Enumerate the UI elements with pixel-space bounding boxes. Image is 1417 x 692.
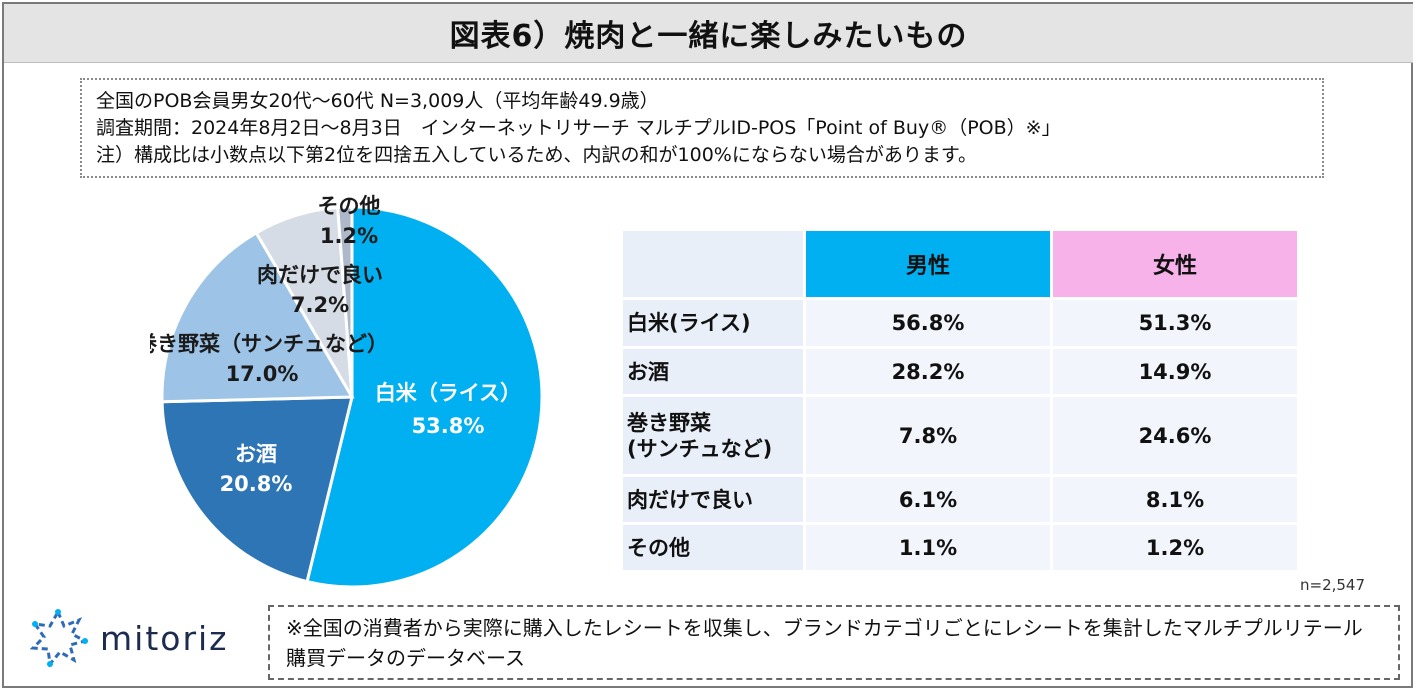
- pie-value-other: 1.2%: [320, 224, 378, 248]
- table-header-row: 男性 女性: [620, 228, 1300, 300]
- row-category-line-1: 巻き野菜: [627, 410, 711, 435]
- pie-label-veg: 巻き野菜（サンチュなど）: [150, 332, 388, 356]
- pie-slice-veg: [160, 230, 355, 404]
- female-value: 24.6%: [1050, 394, 1300, 477]
- pie-label-meat: 肉だけで良い: [257, 263, 383, 287]
- table-row: その他 1.1% 1.2%: [620, 522, 1300, 573]
- row-category: その他: [620, 522, 806, 573]
- header-blank: [620, 228, 806, 300]
- female-value: 51.3%: [1050, 297, 1300, 349]
- pie-chart: 白米（ライス） 53.8% お酒 20.8% 巻き野菜（サンチュなど） 17.0…: [150, 194, 544, 589]
- female-value: 8.1%: [1050, 474, 1300, 525]
- footer-note: ※全国の消費者から実際に購入したレシートを収集し、ブランドカテゴリごとにレシート…: [268, 605, 1400, 680]
- gender-table: 男性 女性 白米(ライス) 56.8% 51.3% お酒 28.2% 14.9%…: [620, 228, 1300, 573]
- page-title: 図表6）焼肉と一緒に楽しみたいもの: [4, 4, 1413, 63]
- survey-notes: 全国のPOB会員男女20代～60代 N=3,009人（平均年齢49.9歳） 調査…: [80, 78, 1324, 178]
- male-value: 28.2%: [803, 346, 1053, 397]
- pie-label-other: その他: [318, 194, 381, 218]
- pie-slice-other: [336, 205, 354, 398]
- pie-value-sake: 20.8%: [220, 472, 293, 496]
- male-value: 6.1%: [803, 474, 1053, 525]
- female-value: 14.9%: [1050, 346, 1300, 397]
- table-row: 白米(ライス) 56.8% 51.3%: [620, 297, 1300, 349]
- male-value: 1.1%: [803, 522, 1053, 573]
- row-category: 巻き野菜 (サンチュなど): [620, 394, 806, 477]
- sample-size-note: n=2,547: [1300, 576, 1366, 594]
- pie-value-rice: 53.8%: [412, 414, 485, 438]
- header-female: 女性: [1050, 228, 1300, 300]
- note-line-2: 調査期間：2024年8月2日～8月3日 インターネットリサーチ マルチプルID-…: [96, 117, 1061, 139]
- logo-text: mitoriz: [100, 618, 229, 658]
- pie-slice-rice: [305, 205, 544, 589]
- male-value: 7.8%: [803, 394, 1053, 477]
- pie-label-sake: お酒: [235, 442, 277, 466]
- pie-label-rice: 白米（ライス）: [375, 381, 521, 405]
- mitoriz-logo: mitoriz: [28, 608, 229, 668]
- row-category: お酒: [620, 346, 806, 397]
- row-category: 肉だけで良い: [620, 474, 806, 525]
- table-row: 巻き野菜 (サンチュなど) 7.8% 24.6%: [620, 394, 1300, 477]
- row-category-line-2: (サンチュなど): [627, 436, 773, 461]
- pie-value-veg: 17.0%: [226, 362, 299, 386]
- row-category: 白米(ライス): [620, 297, 806, 349]
- table-row: 肉だけで良い 6.1% 8.1%: [620, 474, 1300, 525]
- pie-value-meat: 7.2%: [291, 293, 349, 317]
- header-male: 男性: [803, 228, 1053, 300]
- note-line-3: 注）構成比は小数点以下第2位を四捨五入しているため、内訳の和が100%にならない…: [96, 144, 977, 166]
- female-value: 1.2%: [1050, 522, 1300, 573]
- pie-slice-sake: [160, 395, 354, 584]
- logo-burst-icon: [29, 608, 88, 668]
- male-value: 56.8%: [803, 297, 1053, 349]
- note-line-1: 全国のPOB会員男女20代～60代 N=3,009人（平均年齢49.9歳）: [96, 90, 659, 112]
- table-row: お酒 28.2% 14.9%: [620, 346, 1300, 397]
